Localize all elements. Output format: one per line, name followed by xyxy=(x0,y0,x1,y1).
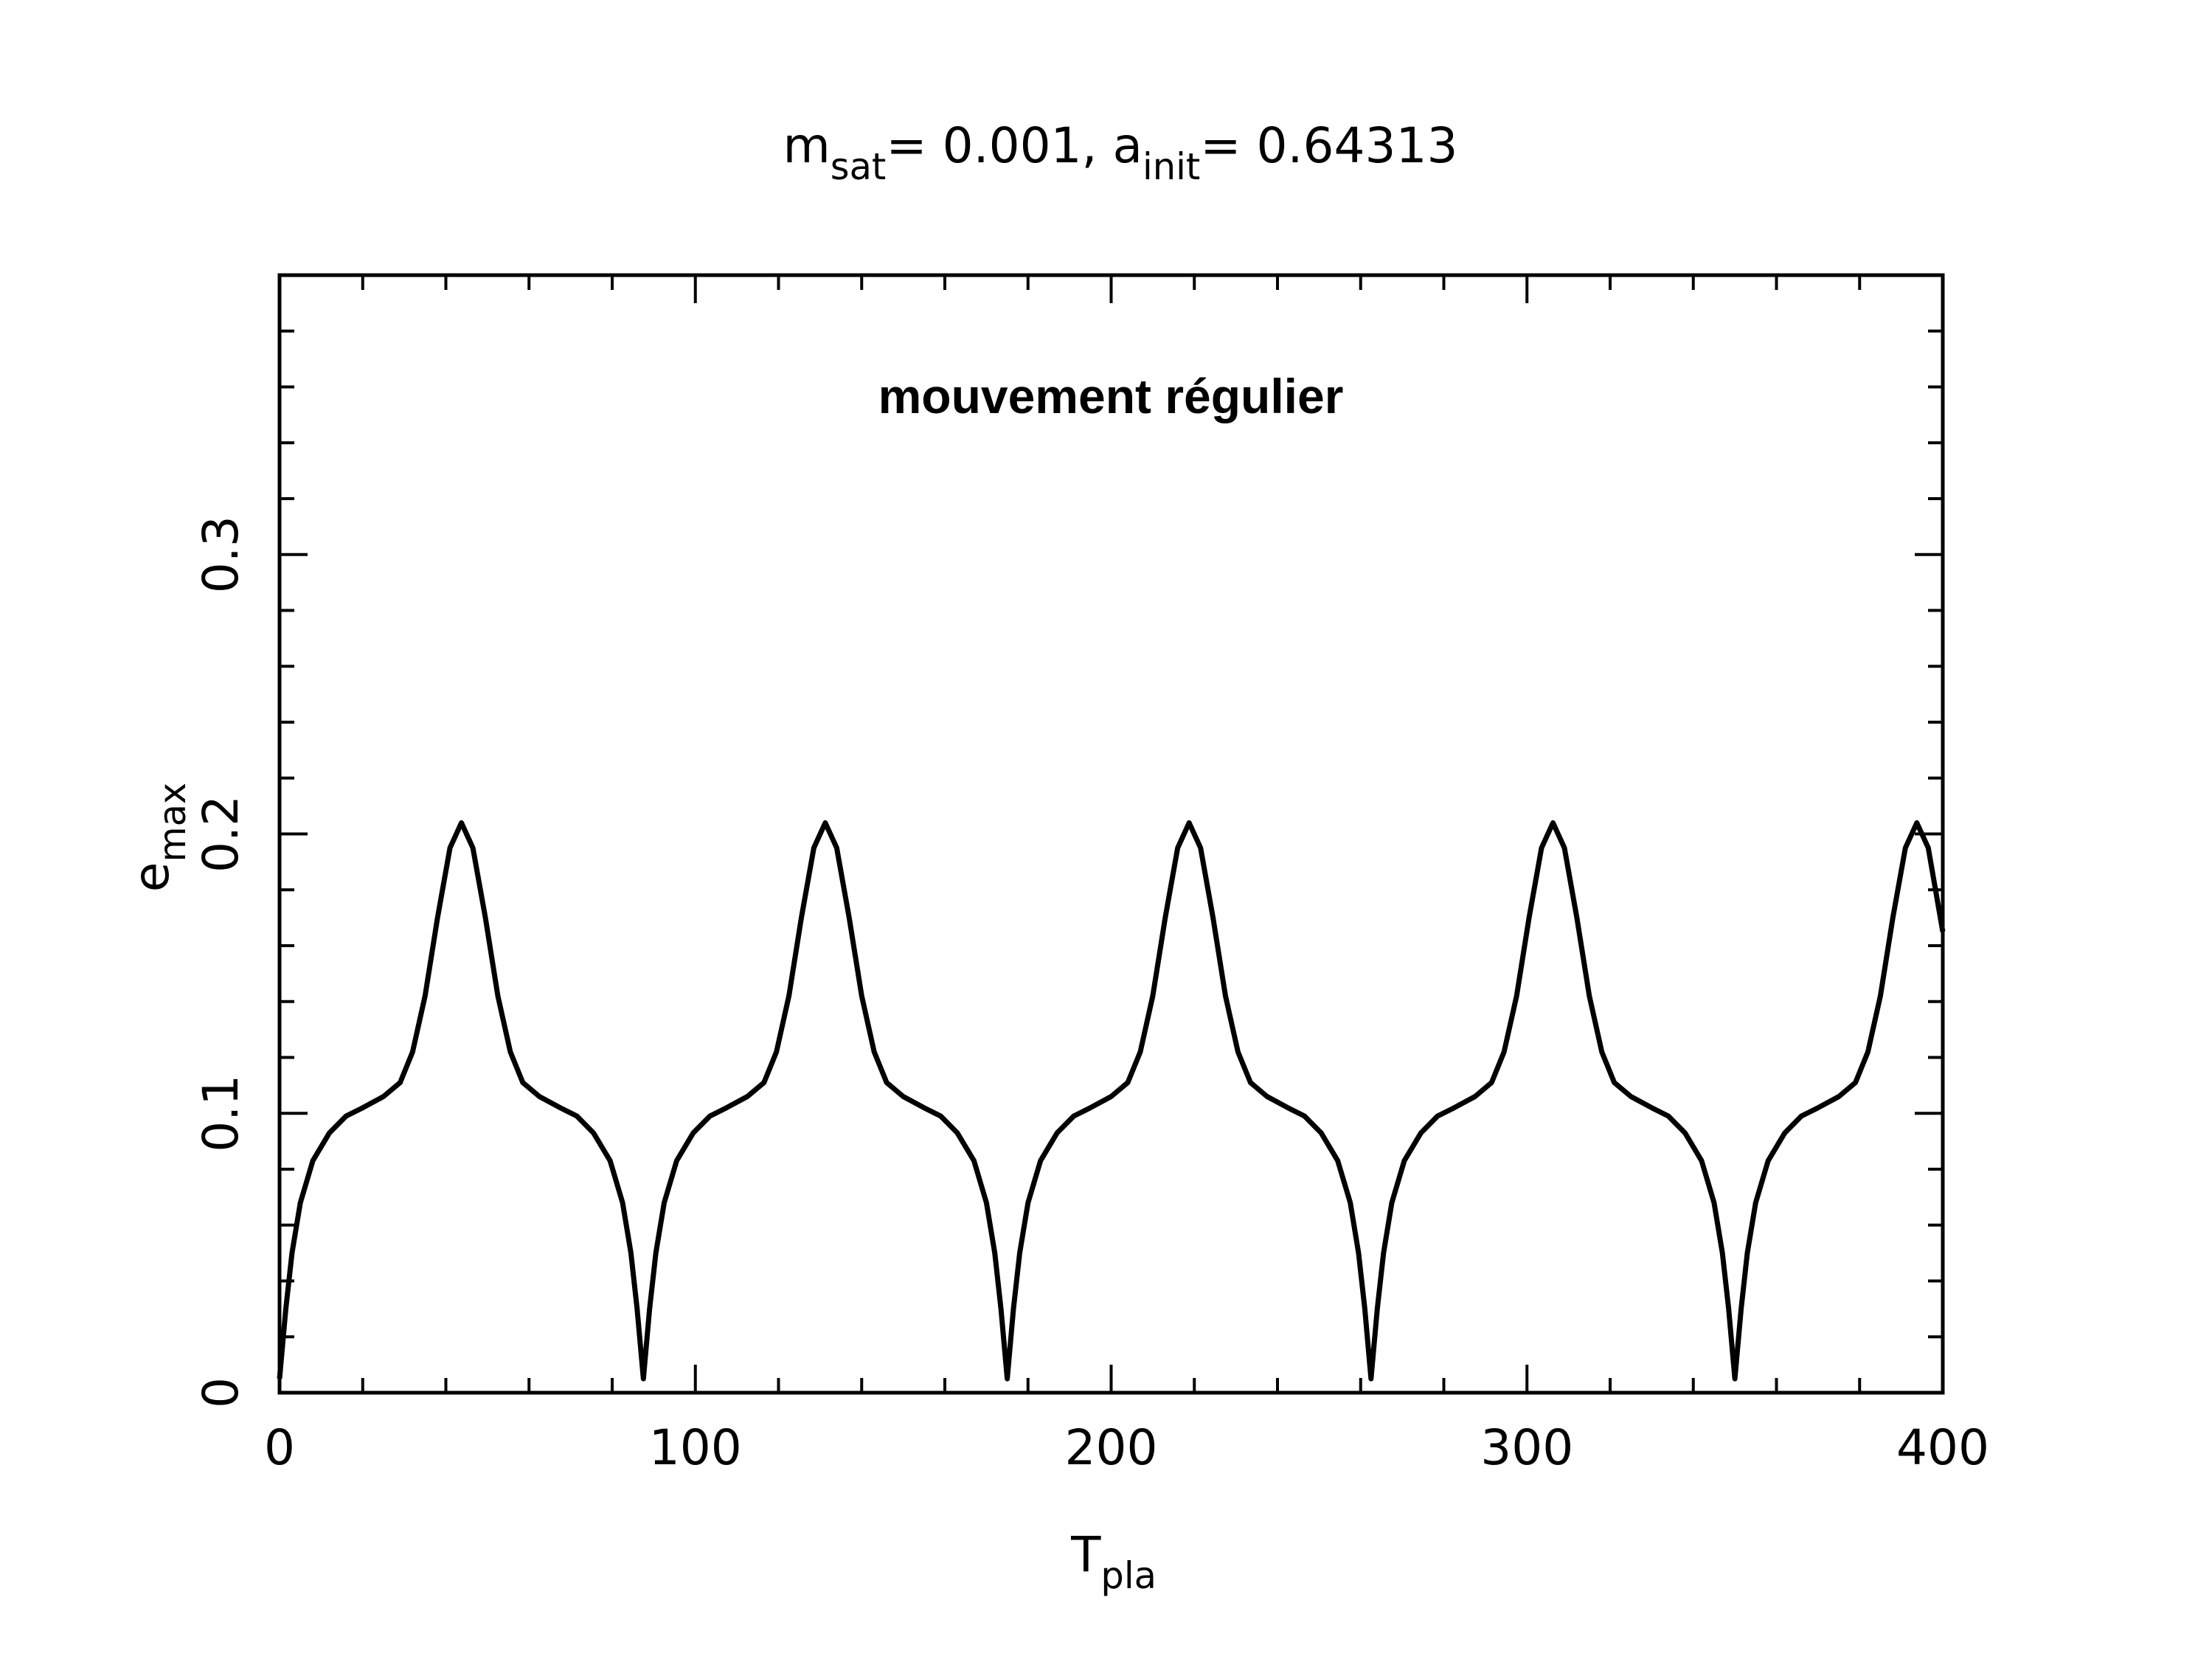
y-axis-label-part: e xyxy=(123,862,180,893)
y-tick-label: 0.2 xyxy=(193,795,249,873)
chart-title: msat= 0.001, ainit= 0.64313 xyxy=(783,117,1458,188)
x-tick-label: 0 xyxy=(264,1419,295,1476)
x-tick-label: 200 xyxy=(1065,1419,1158,1476)
chart-title-part: m xyxy=(783,117,831,174)
annotation: mouvement régulier xyxy=(878,369,1344,423)
x-tick-label: 400 xyxy=(1896,1419,1989,1476)
x-tick-label: 300 xyxy=(1480,1419,1573,1476)
x-axis-label-part: T xyxy=(1070,1526,1101,1583)
y-tick-label: 0.1 xyxy=(193,1075,249,1152)
chart-title-part: = 0.001, a xyxy=(886,117,1143,174)
data-line xyxy=(277,820,1946,1382)
chart-title-part: = 0.64313 xyxy=(1200,117,1457,174)
x-axis-label-part: pla xyxy=(1100,1554,1157,1597)
y-tick-label: 0 xyxy=(193,1377,249,1408)
y-tick-label: 0.3 xyxy=(193,516,249,593)
x-tick-label: 100 xyxy=(649,1419,742,1476)
x-axis-label: Tpla xyxy=(1070,1526,1157,1597)
y-axis-label-part: max xyxy=(151,783,194,862)
chart-title-part: sat xyxy=(831,145,887,188)
chart-title-part: init xyxy=(1143,145,1200,188)
y-axis-label: emax xyxy=(123,783,194,892)
